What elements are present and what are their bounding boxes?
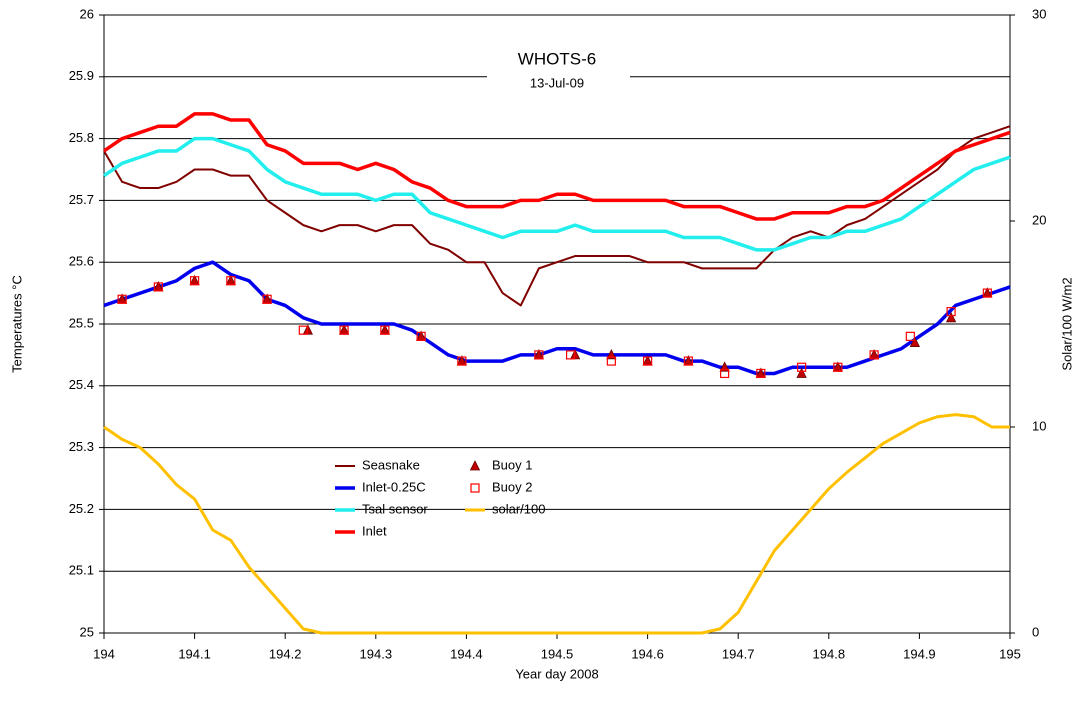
buoy-marker: [946, 307, 956, 317]
y-tick-label: 25.5: [69, 315, 94, 330]
y2-tick-label: 30: [1032, 6, 1046, 21]
legend-label: Buoy 1: [492, 457, 532, 472]
legend-label: solar/100: [492, 501, 545, 516]
y-tick-label: 25.6: [69, 254, 94, 269]
x-tick-label: 194.1: [178, 646, 211, 661]
y-tick-label: 25.7: [69, 192, 94, 207]
legend-label: Tsal sensor: [362, 501, 428, 516]
y-tick-label: 25.4: [69, 377, 94, 392]
buoy-marker: [565, 350, 576, 360]
buoy-marker: [457, 356, 467, 366]
buoy-marker: [226, 276, 236, 286]
buoy-marker: [909, 336, 921, 347]
chart-subtitle: 13-Jul-09: [530, 75, 584, 90]
x-tick-label: 194.5: [541, 646, 574, 661]
buoy-marker: [756, 368, 766, 379]
buoy-marker: [606, 356, 616, 366]
y-axis-label: Temperatures °C: [9, 275, 24, 373]
legend-label: Seasnake: [362, 457, 420, 472]
buoy-marker: [298, 325, 308, 335]
buoy-marker: [534, 350, 544, 360]
x-tick-label: 194.7: [722, 646, 755, 661]
x-tick-label: 194.6: [631, 646, 664, 661]
series-line: [103, 413, 1010, 635]
buoy-marker: [153, 282, 163, 292]
buoy-marker: [945, 311, 957, 323]
legend-swatch: [470, 483, 480, 493]
y-tick-label: 25.9: [69, 68, 94, 83]
x-tick-label: 194.2: [269, 646, 302, 661]
y2-tick-label: 10: [1032, 418, 1046, 433]
buoy-marker: [117, 294, 127, 304]
buoy-marker: [642, 356, 653, 366]
y-tick-label: 25.2: [69, 501, 94, 516]
buoy-marker: [683, 356, 693, 366]
series-line: [103, 260, 1011, 376]
chart-title: WHOTS-6: [518, 49, 596, 68]
buoy-marker: [190, 276, 200, 286]
y-tick-label: 25.1: [69, 563, 94, 578]
legend-label: Inlet: [362, 523, 387, 538]
x-tick-label: 194.8: [813, 646, 846, 661]
y-tick-label: 25.3: [69, 439, 94, 454]
buoy-marker: [905, 331, 915, 341]
buoy-marker: [869, 350, 879, 360]
y2-tick-label: 20: [1032, 212, 1046, 227]
legend-swatch: [469, 460, 481, 471]
x-tick-label: 194.4: [450, 646, 483, 661]
buoy-marker: [416, 331, 426, 341]
y-tick-label: 25.8: [69, 130, 94, 145]
legend-label: Buoy 2: [492, 479, 532, 494]
buoy-marker: [982, 288, 992, 298]
buoy-marker: [262, 294, 272, 304]
title-box: [487, 43, 630, 99]
buoy-marker: [797, 362, 807, 372]
y2-tick-label: 0: [1032, 624, 1039, 639]
buoy-marker: [339, 325, 349, 335]
x-tick-label: 194.9: [903, 646, 936, 661]
legend-label: Inlet-0.25C: [362, 479, 426, 494]
series-line: [103, 125, 1011, 307]
series-line: [103, 112, 1011, 221]
y-tick-label: 26: [80, 6, 94, 21]
x-tick-label: 194.3: [360, 646, 393, 661]
series-line: [103, 136, 1011, 252]
x-tick-label: 194: [93, 646, 115, 661]
y-tick-label: 25: [80, 624, 94, 639]
buoy-marker: [796, 367, 807, 378]
y2-axis-label: Solar/100 W/m2: [1059, 277, 1074, 370]
x-tick-label: 195: [999, 646, 1021, 661]
x-axis-label: Year day 2008: [515, 666, 598, 681]
buoy-marker: [720, 368, 730, 379]
buoy-marker: [380, 325, 390, 335]
buoy-marker: [833, 362, 843, 372]
